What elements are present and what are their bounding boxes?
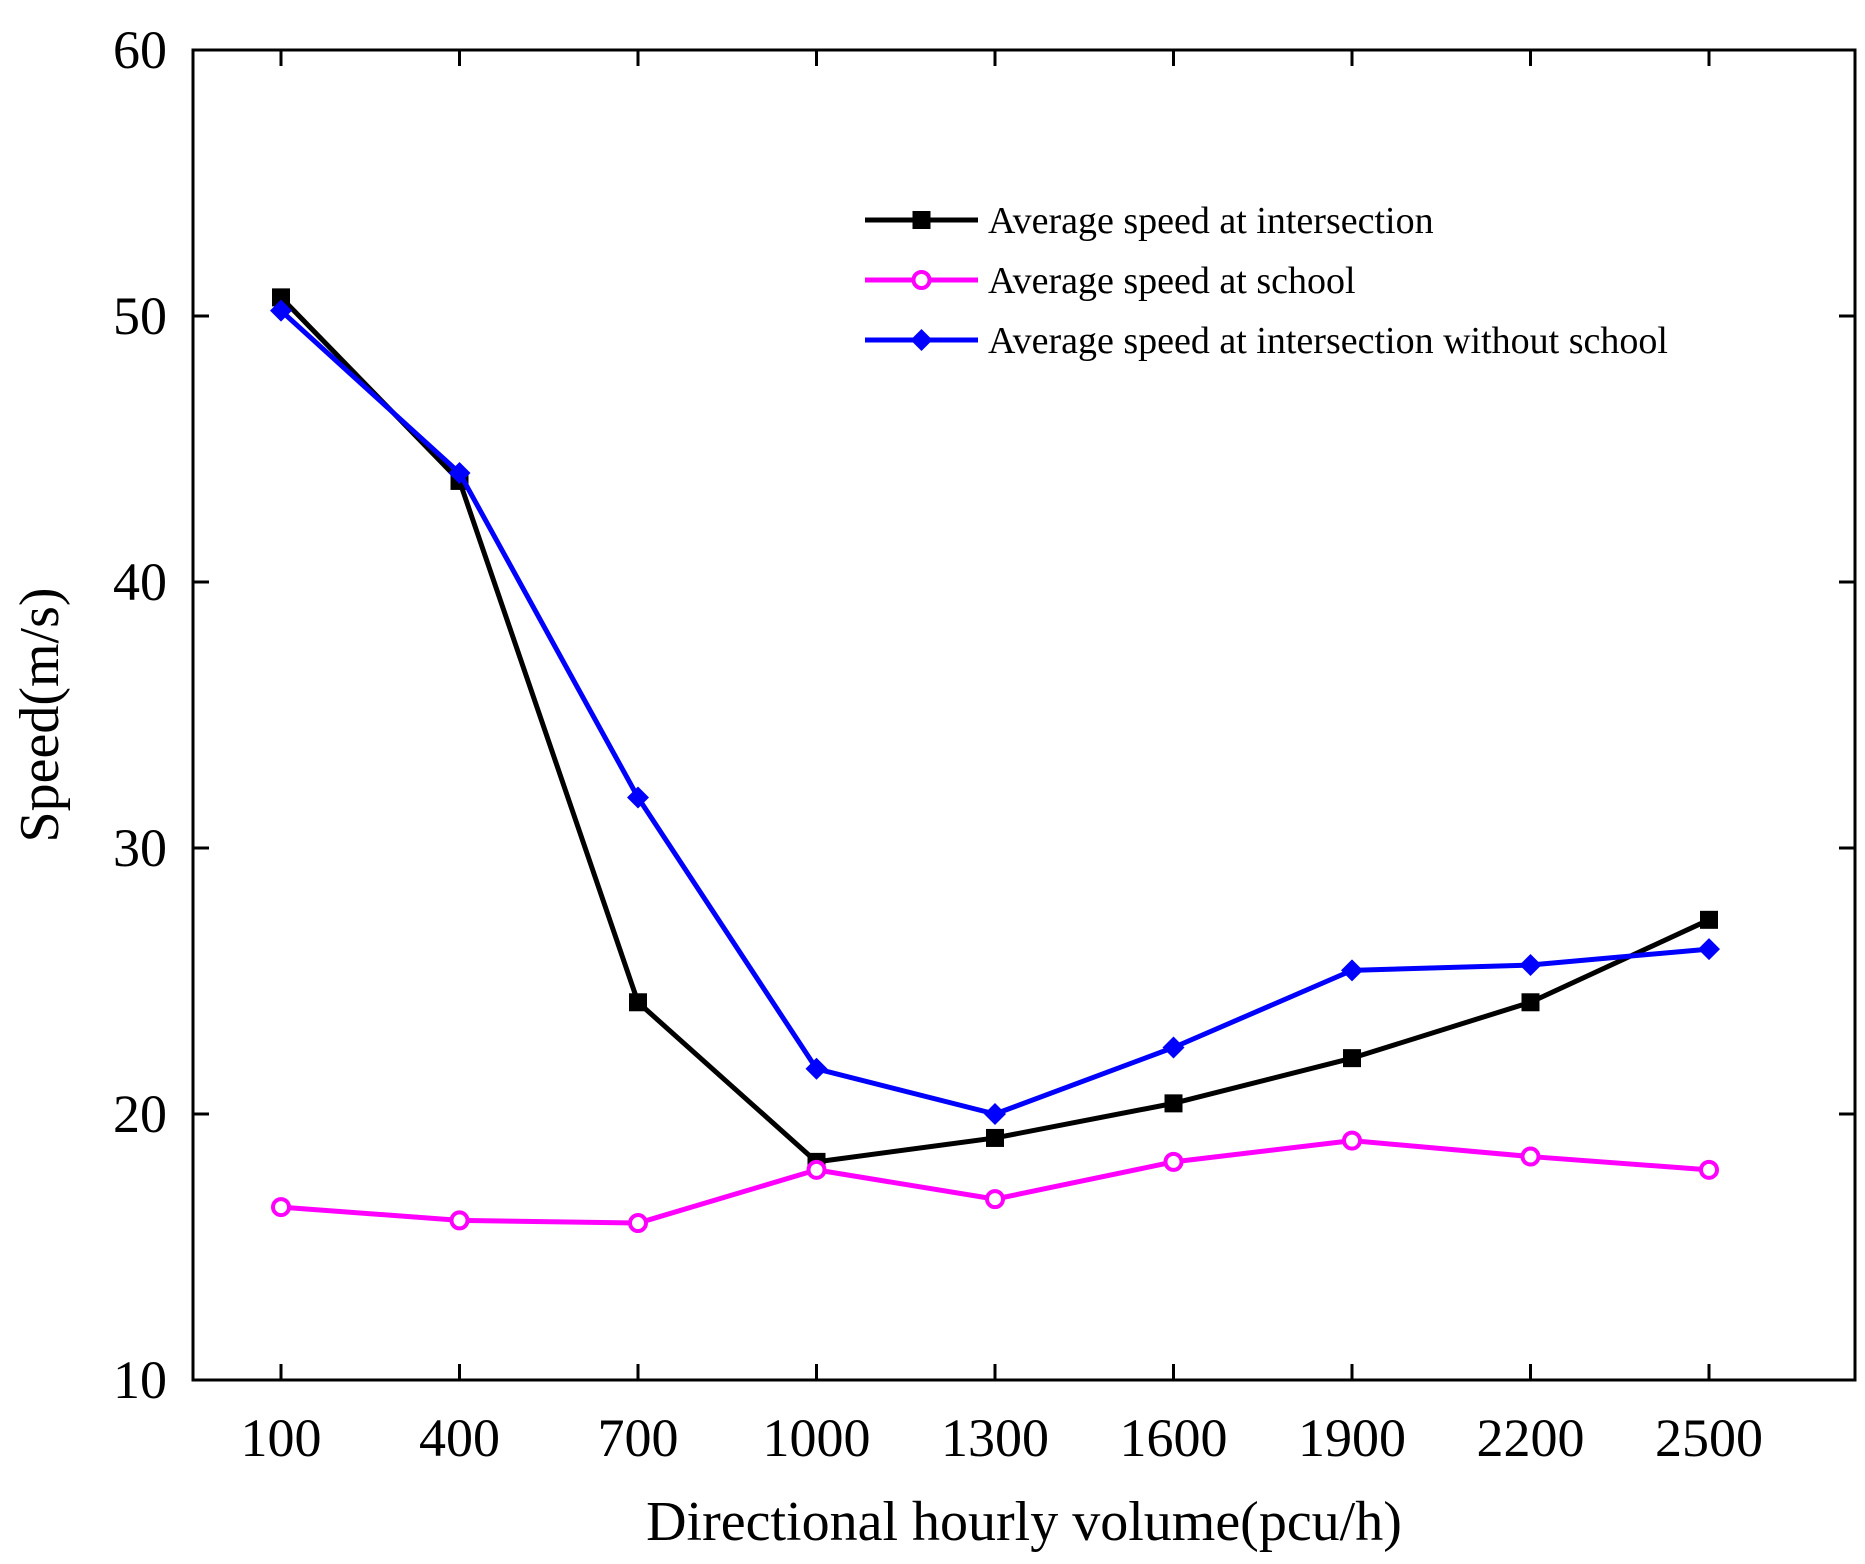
data-point: [448, 461, 471, 484]
y-axis-title: Speed(m/s): [9, 587, 71, 842]
series-3: [270, 299, 1720, 1125]
data-point: [1343, 1049, 1361, 1068]
data-point: [1519, 954, 1542, 977]
x-tick-label: 400: [419, 1408, 500, 1468]
series-line: [279, 308, 1710, 1117]
plot-frame: [191, 48, 1857, 1382]
legend-label: Average speed at school: [988, 260, 1356, 302]
y-axis-ticks: 10 20 30 40 50 60: [113, 20, 1855, 1410]
x-tick-label: 100: [241, 1408, 322, 1468]
y-tick-label: 50: [113, 286, 167, 346]
x-tick-label: 1000: [763, 1408, 871, 1468]
y-tick-label: 30: [113, 818, 167, 878]
data-point: [270, 299, 292, 322]
data-point: [1163, 1151, 1184, 1172]
legend-label: Average speed at intersection without sc…: [988, 320, 1668, 362]
y-tick-label: 10: [113, 1350, 167, 1410]
series-1: [272, 288, 1718, 1171]
data-point: [629, 993, 647, 1012]
legend-label: Average speed at intersection: [988, 200, 1434, 242]
data-point: [627, 786, 649, 809]
data-point: [628, 1213, 648, 1234]
data-point: [1698, 938, 1720, 961]
legend: Average speed at intersection Average spe…: [865, 200, 1668, 362]
y-tick-label: 60: [113, 20, 167, 80]
data-point: [1700, 910, 1718, 929]
data-point: [986, 1128, 1004, 1147]
data-point: [449, 1210, 470, 1231]
series-layer: [270, 288, 1720, 1234]
data-point: [806, 1159, 827, 1180]
data-point: [271, 1197, 291, 1218]
x-tick-label: 1600: [1120, 1408, 1228, 1468]
x-tick-label: 2200: [1477, 1408, 1585, 1468]
legend-item: Average speed at intersection: [865, 200, 1434, 242]
data-point: [1342, 1130, 1362, 1151]
data-point: [1521, 993, 1540, 1012]
x-tick-label: 1900: [1298, 1408, 1406, 1468]
x-tick-label: 1300: [941, 1408, 1049, 1468]
series-line: [279, 295, 1711, 1165]
legend-item: Average speed at intersection without sc…: [865, 320, 1668, 362]
data-point: [1699, 1159, 1719, 1180]
data-point: [1164, 1094, 1183, 1113]
x-tick-label: 700: [598, 1408, 679, 1468]
data-point: [1520, 1146, 1541, 1167]
x-tick-label: 2500: [1655, 1408, 1763, 1468]
data-point: [1341, 959, 1363, 982]
y-tick-label: 20: [113, 1084, 167, 1144]
legend-marker: [912, 211, 931, 229]
data-point: [805, 1057, 828, 1080]
y-tick-label: 40: [113, 552, 167, 612]
x-axis-title: Directional hourly volume(pcu/h): [646, 1491, 1402, 1553]
legend-marker: [911, 270, 932, 290]
data-point: [985, 1189, 1005, 1210]
data-point: [1162, 1036, 1185, 1059]
x-axis-ticks: 100 400 700 1000 1300 1600 1900 2200 2500: [241, 50, 1763, 1468]
series-line: [280, 1138, 1710, 1226]
legend-item: Average speed at school: [865, 260, 1356, 302]
data-point: [272, 288, 290, 307]
legend-marker: [910, 329, 933, 351]
data-point: [984, 1103, 1006, 1125]
series-2: [271, 1130, 1719, 1234]
